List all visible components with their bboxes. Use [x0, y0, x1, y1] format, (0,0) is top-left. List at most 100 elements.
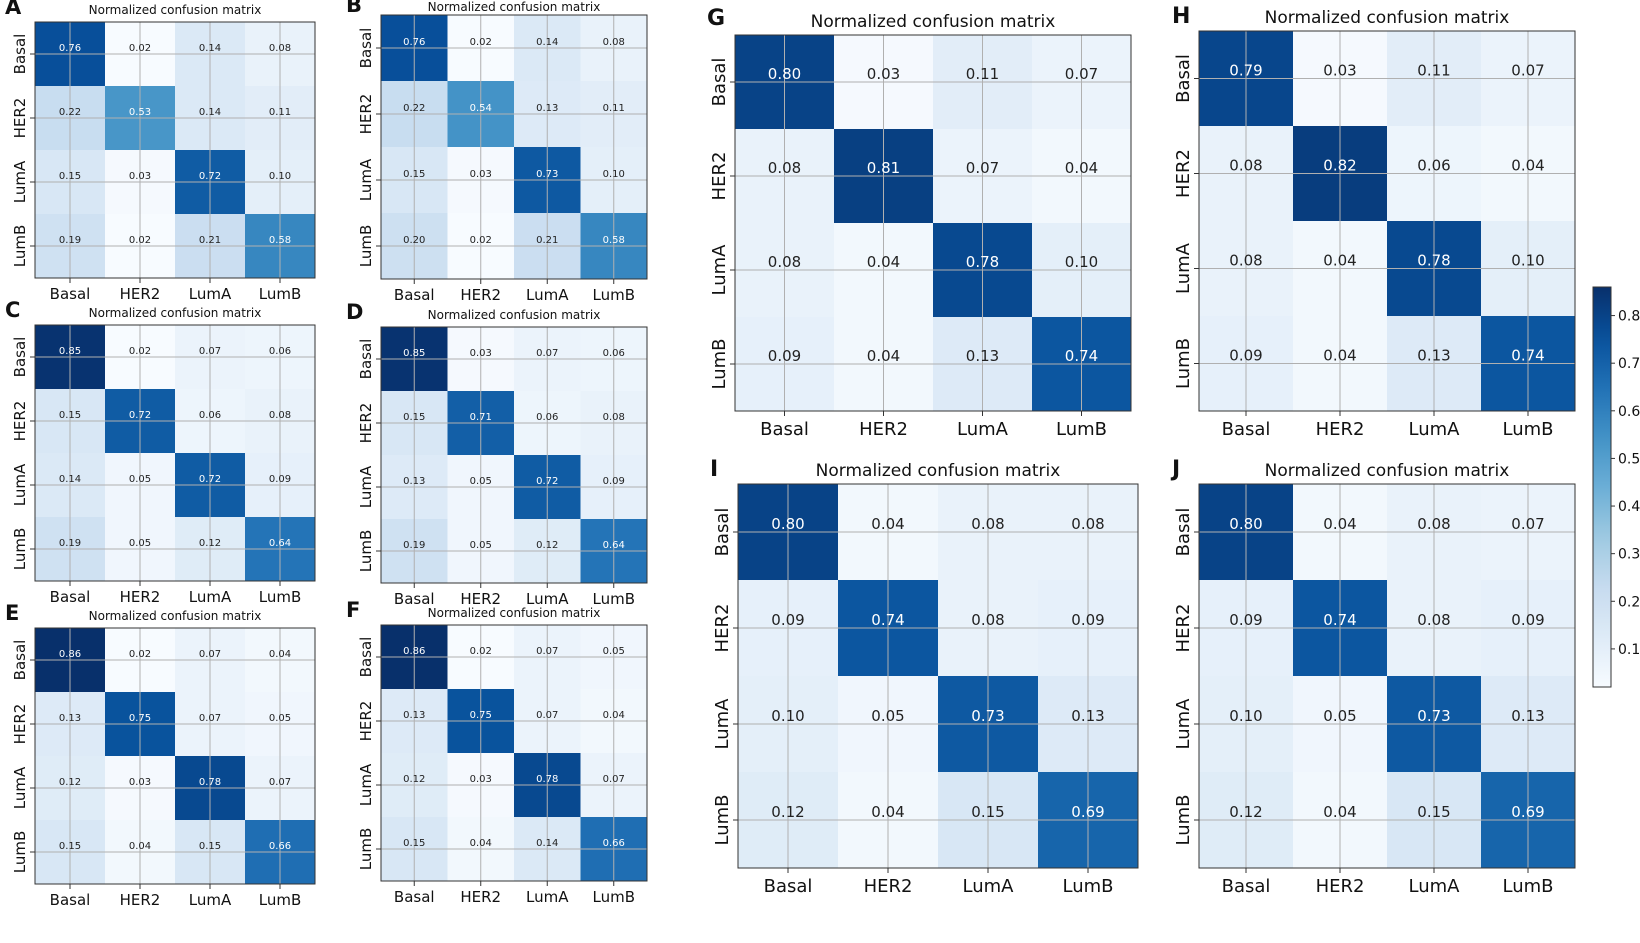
cell-value: 0.10 — [1511, 252, 1544, 270]
cell-value: 0.06 — [603, 348, 625, 359]
panel-c: C Normalized confusion matrix 0.85 0.02 0.07… — [5, 298, 316, 606]
cell-value: 0.05 — [470, 540, 492, 551]
cell-value: 0.10 — [603, 169, 625, 180]
panel-letter: F — [346, 598, 360, 622]
cell-value: 0.10 — [771, 707, 804, 725]
cell-value: 0.03 — [1323, 62, 1356, 80]
cell-value: 0.04 — [470, 838, 492, 849]
cell-value: 0.06 — [269, 346, 291, 357]
x-tick-label: HER2 — [859, 419, 908, 440]
cell-value: 0.72 — [129, 410, 151, 421]
panel-letter: J — [1170, 457, 1180, 482]
cell-value: 0.22 — [403, 103, 425, 114]
y-tick-label: HER2 — [11, 704, 29, 745]
cell-value: 0.15 — [59, 171, 81, 182]
cell-value: 0.08 — [269, 410, 291, 421]
cell-value: 0.09 — [771, 611, 804, 629]
cell-value: 0.08 — [603, 412, 625, 423]
y-tick-label: Basal — [357, 339, 375, 380]
cell-value: 0.04 — [1511, 157, 1544, 175]
x-tick-label: HER2 — [120, 891, 161, 909]
cell-value: 0.07 — [199, 649, 221, 660]
y-tick-label: LumB — [11, 225, 29, 268]
y-tick-label: LumA — [11, 766, 29, 809]
cell-value: 0.04 — [871, 515, 904, 533]
matrix-title: Normalized confusion matrix — [428, 0, 601, 14]
cell-value: 0.07 — [199, 346, 221, 357]
x-tick-label: Basal — [394, 888, 435, 906]
cell-value: 0.80 — [771, 515, 804, 533]
y-tick-label: Basal — [357, 637, 375, 678]
y-tick-label: HER2 — [357, 403, 375, 444]
cell-value: 0.07 — [269, 777, 291, 788]
panel-letter: H — [1172, 4, 1190, 29]
x-tick-label: LumB — [1056, 419, 1107, 440]
x-tick-label: LumA — [957, 419, 1009, 440]
cell-value: 0.13 — [403, 476, 425, 487]
cell-value: 0.22 — [59, 107, 81, 118]
cell-value: 0.12 — [1229, 803, 1262, 821]
y-tick-label: HER2 — [11, 98, 29, 139]
x-tick-label: LumA — [1409, 419, 1461, 440]
cell-value: 0.04 — [603, 710, 625, 721]
panel-h: H Normalized confusion matrix 0.79 0.03 0.11… — [1172, 4, 1576, 440]
cell-value: 0.78 — [536, 774, 558, 785]
y-tick-label: LumB — [357, 828, 375, 871]
cell-value: 0.08 — [603, 37, 625, 48]
x-tick-label: Basal — [1222, 876, 1271, 897]
x-tick-label: Basal — [50, 588, 91, 606]
x-tick-label: Basal — [394, 590, 435, 608]
panel-d: D Normalized confusion matrix 0.85 0.03 0.07… — [346, 300, 648, 608]
y-tick-label: Basal — [709, 58, 730, 107]
matrix-title: Normalized confusion matrix — [89, 609, 262, 623]
y-tick-label: LumA — [1173, 698, 1194, 750]
cell-value: 0.08 — [768, 253, 801, 271]
y-tick-label: Basal — [1173, 508, 1194, 557]
cell-value: 0.86 — [403, 646, 425, 657]
cell-value: 0.75 — [129, 713, 151, 724]
cell-value: 0.09 — [1229, 347, 1262, 365]
cell-value: 0.05 — [1323, 707, 1356, 725]
cell-value: 0.10 — [269, 171, 291, 182]
matrix-frame — [1198, 483, 1576, 869]
cell-value: 0.03 — [867, 65, 900, 83]
y-tick-label: HER2 — [357, 701, 375, 742]
x-tick-label: LumB — [1062, 876, 1113, 897]
cell-value: 0.73 — [536, 169, 558, 180]
cell-value: 0.14 — [536, 37, 558, 48]
cell-value: 0.04 — [871, 803, 904, 821]
cell-value: 0.03 — [129, 171, 151, 182]
cell-value: 0.73 — [1417, 707, 1450, 725]
matrix-title: Normalized confusion matrix — [428, 308, 601, 322]
cell-value: 0.08 — [971, 515, 1004, 533]
cell-value: 0.64 — [603, 540, 625, 551]
cell-value: 0.13 — [536, 103, 558, 114]
cell-value: 0.66 — [269, 841, 291, 852]
x-tick-label: LumA — [526, 286, 569, 304]
cell-value: 0.75 — [470, 710, 492, 721]
cell-value: 0.14 — [199, 107, 221, 118]
y-tick-label: LumB — [357, 530, 375, 573]
x-tick-label: LumB — [1502, 419, 1553, 440]
cell-value: 0.14 — [536, 838, 558, 849]
cell-value: 0.02 — [470, 235, 492, 246]
x-tick-label: HER2 — [864, 876, 913, 897]
colorbar-tick-label: 0.2 — [1618, 594, 1640, 610]
cell-value: 0.09 — [768, 347, 801, 365]
cell-value: 0.06 — [199, 410, 221, 421]
colorbar-tick-label: 0.8 — [1618, 309, 1640, 325]
cell-value: 0.74 — [871, 611, 904, 629]
y-tick-label: HER2 — [1173, 149, 1194, 198]
cell-value: 0.20 — [403, 235, 425, 246]
cell-value: 0.10 — [1065, 253, 1098, 271]
cell-value: 0.54 — [470, 103, 492, 114]
cell-value: 0.05 — [129, 538, 151, 549]
x-tick-label: LumA — [1409, 876, 1461, 897]
cell-value: 0.03 — [470, 348, 492, 359]
panel-letter: I — [710, 457, 718, 482]
colorbar-tick-label: 0.1 — [1618, 642, 1640, 658]
y-tick-label: LumB — [712, 794, 733, 845]
panel-letter: G — [707, 6, 725, 31]
y-tick-label: LumA — [357, 158, 375, 201]
cell-value: 0.05 — [871, 707, 904, 725]
